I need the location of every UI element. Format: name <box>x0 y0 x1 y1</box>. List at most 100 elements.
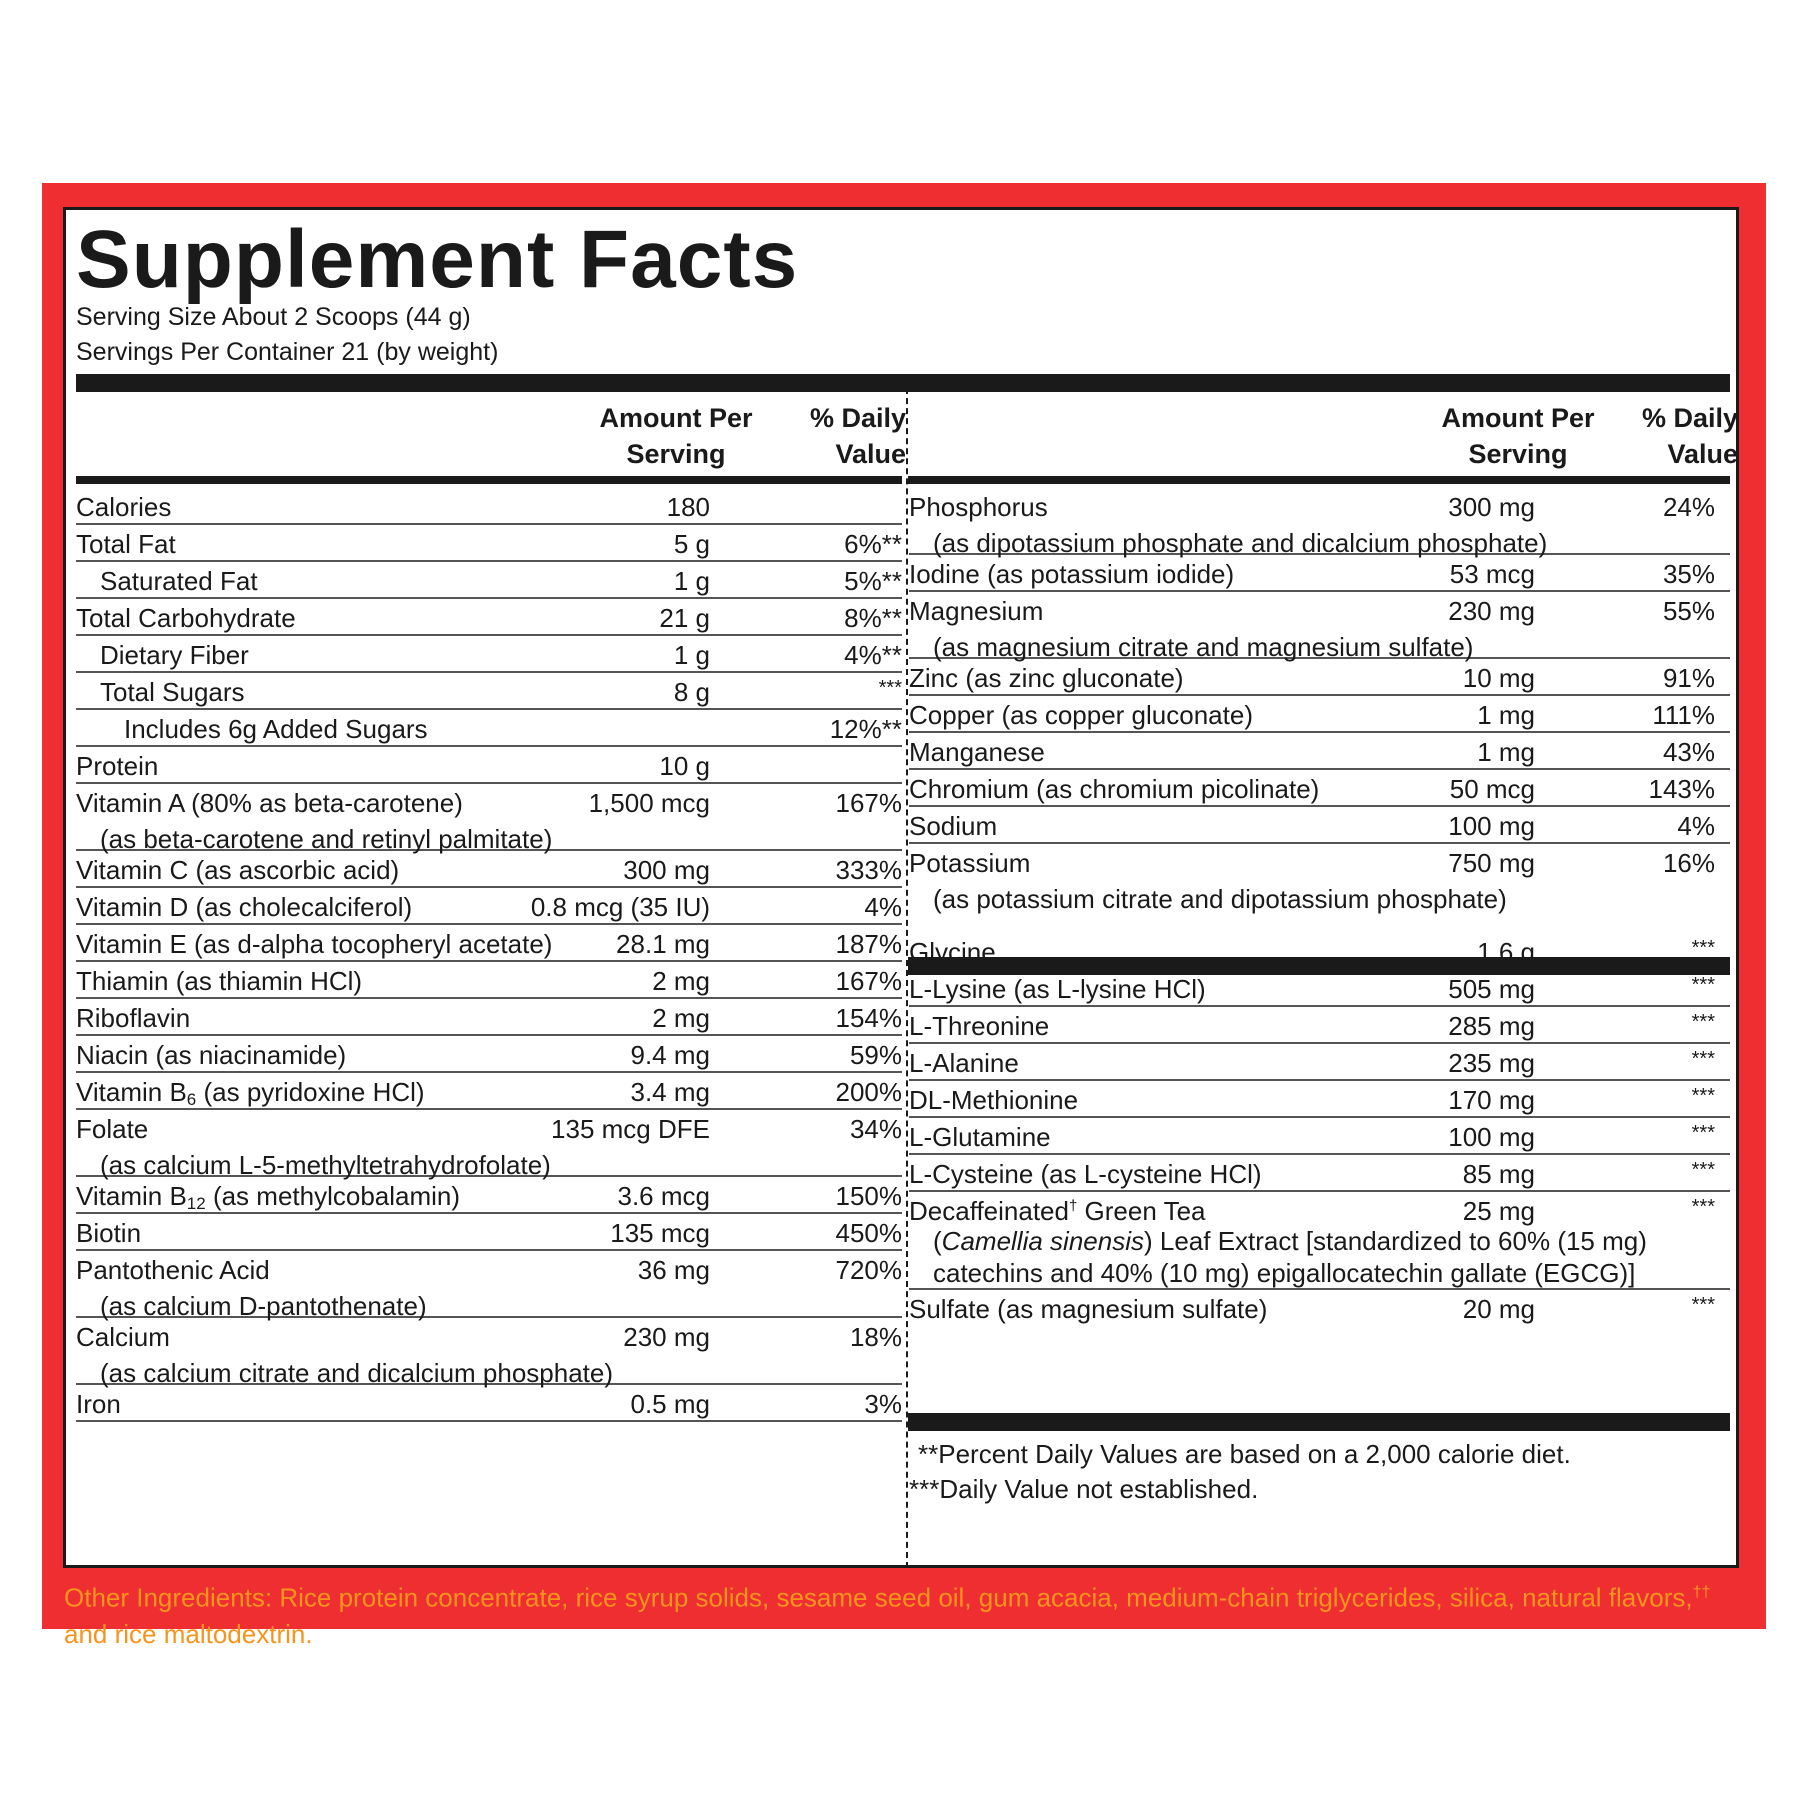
nutrient-name: Calcium <box>76 1322 170 1353</box>
table-row: Calories 180 <box>76 488 902 525</box>
nutrient-name-text: L-Cysteine (as L-cysteine HCl) <box>909 1159 1262 1189</box>
daily-value: *** <box>1691 1085 1715 1107</box>
table-row: Niacin (as niacinamide) 9.4 mg 59% <box>76 1036 902 1073</box>
amount-per-serving: 230 mg <box>1448 596 1535 626</box>
daily-value: *** <box>1691 1048 1715 1070</box>
table-row: Vitamin A (80% as beta-carotene) (as beta… <box>76 784 902 854</box>
daily-value: 24% <box>1662 492 1715 522</box>
daily-value: 333% <box>835 855 903 885</box>
amount-per-serving: 135 mcg <box>610 1218 710 1248</box>
extract-desc: ) Leaf Extract [standardized to 60% (15 … <box>1143 1226 1647 1256</box>
daily-value: 4%** <box>844 640 902 670</box>
nutrient-name-text: Iron <box>76 1389 121 1419</box>
nutrient-name: Dietary Fiber <box>100 640 249 671</box>
nutrient-name: Calories <box>76 492 171 523</box>
nutrient-name-text: Magnesium <box>909 596 1044 626</box>
nutrient-name-text: Protein <box>76 751 159 781</box>
nutrient-name: Sodium <box>909 811 997 842</box>
nutrient-name: Riboflavin <box>76 1003 190 1034</box>
daily-value: *** <box>1691 1011 1715 1033</box>
nutrient-name-text: Calcium <box>76 1322 170 1352</box>
nutrient-name-tail: (as methylcobalamin) <box>205 1181 461 1211</box>
daily-value: *** <box>1691 1122 1715 1144</box>
table-row: Protein 10 g <box>76 747 902 784</box>
nutrient-name-text: Biotin <box>76 1218 142 1248</box>
table-row: Folate (as calcium L-5-methyltetrahydrofo… <box>76 1110 902 1180</box>
nutrient-name: L-Lysine (as L-lysine HCl) <box>909 974 1206 1005</box>
nutrient-name: Protein <box>76 751 158 782</box>
nutrient-name: Sulfate (as magnesium sulfate) <box>909 1294 1267 1325</box>
table-row: Thiamin (as thiamin HCl) 2 mg 167% <box>76 962 902 999</box>
nutrient-name-text: Iodine (as potassium iodide) <box>909 559 1235 589</box>
nutrient-name-text: L-Threonine <box>909 1011 1050 1041</box>
daily-value: 720% <box>835 1255 903 1285</box>
daily-value: 4% <box>1677 811 1715 841</box>
nutrient-name: Magnesium <box>909 596 1043 627</box>
species-name: Camellia sinensis <box>941 1226 1144 1256</box>
servings-per-container: Servings Per Container 21 (by weight) <box>76 338 499 366</box>
table-row: Includes 6g Added Sugars 12%** <box>76 710 902 747</box>
nutrient-name-text: Vitamin B <box>76 1077 187 1107</box>
table-row: Vitamin D (as cholecalciferol) 0.8 mcg (3… <box>76 888 902 925</box>
daily-value: 91% <box>1662 663 1715 693</box>
nutrient-name-text: Vitamin B <box>76 1181 187 1211</box>
right-dv-header: % Daily Value <box>1641 403 1738 469</box>
nutrient-name-text: L-Lysine (as L-lysine HCl) <box>909 974 1206 1004</box>
nutrient-name-text: Total Sugars <box>100 677 245 707</box>
table-row: Total Sugars 8 g *** <box>76 673 902 710</box>
amount-per-serving: 20 mg <box>1462 1294 1535 1324</box>
table-row: Vitamin E (as d-alpha tocopheryl acetate… <box>76 925 902 962</box>
nutrient-name: Thiamin (as thiamin HCl) <box>76 966 362 997</box>
nutrient-name: Total Sugars <box>100 677 245 708</box>
amount-per-serving: 1 g <box>673 640 710 670</box>
daily-value: 34% <box>849 1114 902 1144</box>
nutrient-name-text: Zinc (as zinc gluconate) <box>909 663 1184 693</box>
nutrient-name-text: Sulfate (as magnesium sulfate) <box>909 1294 1268 1324</box>
nutrient-name: L-Cysteine (as L-cysteine HCl) <box>909 1159 1262 1190</box>
nutrient-name-text: Manganese <box>909 737 1045 767</box>
table-row: L-Glutamine 100 mg *** <box>909 1118 1730 1155</box>
serving-size: Serving Size About 2 Scoops (44 g) <box>76 303 471 331</box>
mineral-rows: Phosphorus (as dipotassium phosphate and … <box>909 488 1730 914</box>
daily-value: 35% <box>1662 559 1715 589</box>
nutrient-name-text: Chromium (as chromium picolinate) <box>909 774 1320 804</box>
nutrient-name-text: Total Carbohydrate <box>76 603 296 633</box>
daily-value: 59% <box>849 1040 902 1070</box>
nutrient-source: (Camellia sinensis) Leaf Extract [standa… <box>933 1226 1647 1257</box>
nutrient-name-text: Riboflavin <box>76 1003 191 1033</box>
nutrient-name: Vitamin A (80% as beta-carotene) <box>76 788 463 819</box>
daily-value: 154% <box>835 1003 903 1033</box>
nutrient-source: (as calcium L-5-methyltetrahydrofolate) <box>100 1150 551 1180</box>
table-row: Calcium (as calcium citrate and dicalcium… <box>76 1318 902 1388</box>
daily-value: *** <box>1691 1159 1715 1181</box>
amount-per-serving: 3.6 mcg <box>617 1181 711 1211</box>
amount-per-serving: 1 mg <box>1477 700 1535 730</box>
nutrient-name-text: L-Glutamine <box>909 1122 1051 1152</box>
nutrient-name: Chromium (as chromium picolinate) <box>909 774 1319 805</box>
amount-per-serving: 100 mg <box>1448 811 1535 841</box>
table-row: L-Threonine 285 mg *** <box>909 1007 1730 1044</box>
amount-per-serving: 85 mg <box>1462 1159 1535 1189</box>
amount-per-serving: 235 mg <box>1448 1048 1535 1078</box>
nutrient-name: Vitamin E (as d-alpha tocopheryl acetate… <box>76 929 552 960</box>
right-amount-header: Amount Per Serving <box>1441 403 1595 469</box>
nutrient-name-tail: Green Tea <box>1077 1196 1206 1226</box>
dagger-mark: † <box>1068 1197 1078 1215</box>
amount-per-serving: 300 mg <box>1448 492 1535 522</box>
nutrient-subscript: 6 <box>186 1090 197 1109</box>
extract-standardization: catechins and 40% (10 mg) epigallocatech… <box>933 1258 1636 1288</box>
table-row: Phosphorus (as dipotassium phosphate and … <box>909 488 1730 558</box>
nutrient-name: Vitamin B6 (as pyridoxine HCl) <box>76 1077 425 1108</box>
nutrient-name: Potassium <box>909 848 1030 879</box>
table-row: Vitamin C (as ascorbic acid) 300 mg 333% <box>76 851 902 888</box>
amino-section-bar <box>908 957 1730 975</box>
daily-value: 200% <box>835 1077 903 1107</box>
table-row: Potassium (as potassium citrate and dipot… <box>909 844 1730 914</box>
amount-per-serving: 230 mg <box>623 1322 710 1352</box>
amount-per-serving: 25 mg <box>1462 1196 1535 1226</box>
nutrient-name: L-Threonine <box>909 1011 1049 1042</box>
daily-value: 143% <box>1648 774 1716 804</box>
left-header-bar <box>76 476 902 484</box>
left-nutrient-table: Calories 180 Total Fat 5 g 6%** Saturated Fat… <box>76 488 902 1422</box>
amount-per-serving: 36 mg <box>637 1255 710 1285</box>
